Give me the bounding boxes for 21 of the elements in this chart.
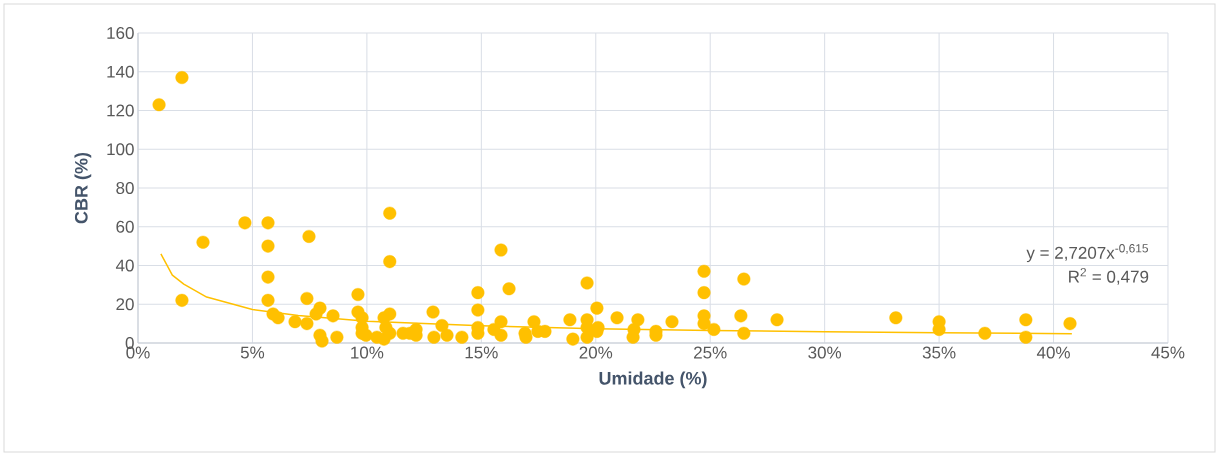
y-tick-label: 120: [107, 104, 134, 117]
y-tick-label: 160: [107, 26, 134, 40]
x-tick-label: 45%: [1151, 346, 1185, 359]
x-tick-label: 5%: [240, 346, 265, 359]
x-tick-label: 15%: [465, 346, 498, 359]
y-tick-label: 40: [115, 259, 134, 272]
annotation: R$^{2}$ = 0,479: [1069, 267, 1149, 285]
x-tick-label: 10%: [351, 346, 384, 359]
y-tick-label: 20: [116, 298, 134, 311]
y-axis-title: CBR (%): [74, 152, 92, 224]
y-tick-label: 100: [107, 143, 134, 156]
x-tick-label: 25%: [694, 346, 727, 359]
y-tick-label: 80: [116, 181, 134, 195]
x-tick-label: 40%: [1036, 346, 1070, 359]
x-tick-label: 30%: [808, 346, 842, 359]
x-tick-label: 35%: [922, 346, 956, 359]
annotation: y = 2,7207x$^{-0,615}$: [1026, 244, 1148, 263]
x-axis-title: Umidade (%): [599, 371, 707, 389]
x-tick-label: 20%: [579, 346, 613, 359]
y-tick-label: 140: [107, 65, 134, 78]
y-tick-label: 60: [116, 220, 134, 233]
